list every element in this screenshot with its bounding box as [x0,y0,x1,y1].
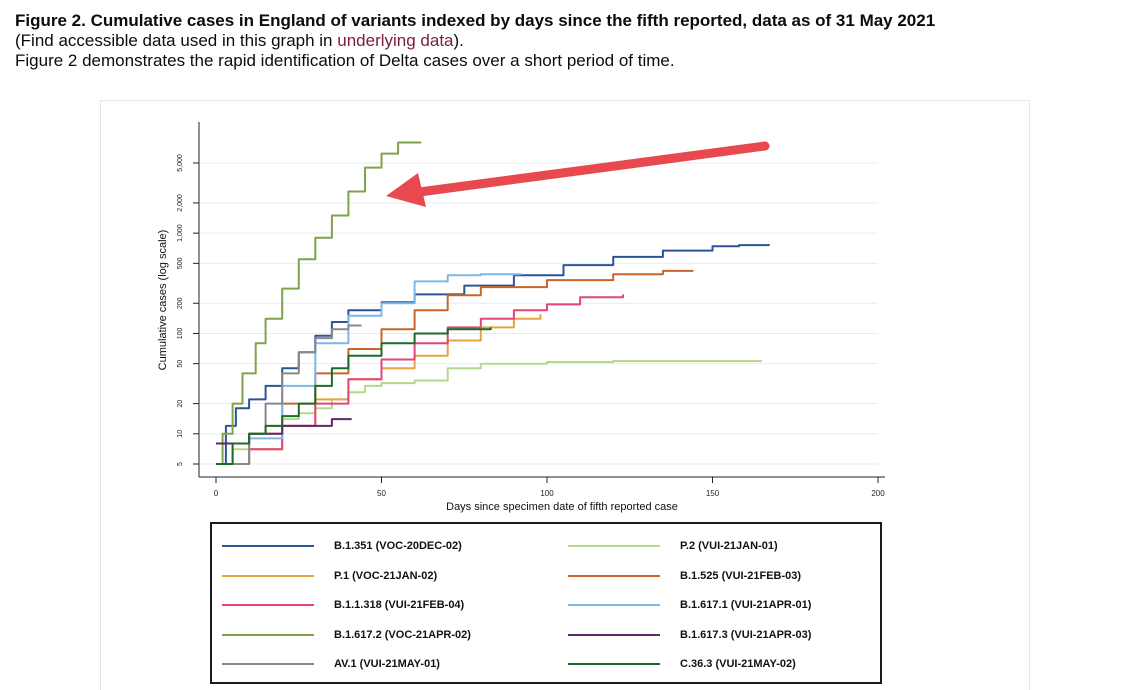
accessible-data-prefix: (Find accessible data used in this graph… [15,31,338,50]
legend-swatch [222,545,314,547]
y-axis-title: Cumulative cases (log scale) [157,230,169,371]
legend-item: P.2 (VUI-21JAN-01) [568,536,778,556]
y-tick-label: 10 [177,430,184,438]
legend-swatch [568,663,660,665]
figure-title: Figure 2. Cumulative cases in England of… [15,11,936,30]
y-tick-label: 2,000 [177,194,184,212]
legend-item: B.1.617.1 (VUI-21APR-01) [568,595,811,615]
legend-swatch [568,545,660,547]
y-tick-label: 50 [177,360,184,368]
accessible-data-note: (Find accessible data used in this graph… [15,31,1115,51]
arrow-head [386,173,426,207]
legend-item: P.1 (VOC-21JAN-02) [222,566,437,586]
underlying-data-link[interactable]: underlying data [337,31,454,50]
x-tick-label: 0 [214,489,219,498]
y-tick-label: 5 [177,462,184,466]
gridlines [200,162,878,465]
legend-item: B.1.617.2 (VOC-21APR-02) [222,625,471,645]
x-tick-label: 50 [377,489,386,498]
legend-label: B.1.617.2 (VOC-21APR-02) [334,628,471,641]
x-axis-title: Days since specimen date of fifth report… [446,501,678,513]
x-tick-label: 150 [706,489,720,498]
accessible-data-suffix: ). [453,31,464,50]
legend-swatch [222,633,314,636]
legend-item: C.36.3 (VUI-21MAY-02) [568,654,796,674]
y-tick-label: 1,000 [177,224,184,242]
chart-legend: B.1.351 (VOC-20DEC-02) P.2 (VUI-21JAN-01)… [210,522,882,684]
series-line [216,327,492,465]
legend-item: B.1.525 (VUI-21FEB-03) [568,566,801,586]
legend-label: B.1.1.318 (VUI-21FEB-04) [334,599,465,611]
legend-swatch [568,604,660,606]
legend-swatch [222,574,314,577]
y-tick-label: 200 [177,297,184,309]
y-tick-label: 500 [177,257,184,269]
series-line [216,141,422,465]
figure-caption: Figure 2. Cumulative cases in England of… [15,10,1115,71]
series-line [216,269,694,465]
legend-label: B.1.617.3 (VUI-21APR-03) [680,628,812,641]
x-tick-label: 200 [871,489,885,498]
legend-swatch [568,633,660,636]
series-line [216,273,522,465]
line-chart: 5 10 20 50 100 200 500 1,000 2,000 5,000 0 50 100 150… [157,122,885,513]
x-tick-label: 100 [540,489,554,498]
figure-frame [100,100,1030,690]
figure-description: Figure 2 demonstrates the rapid identifi… [15,51,675,70]
legend-swatch [222,663,314,665]
legend-item: B.1.1.318 (VUI-21FEB-04) [222,595,464,615]
legend-label: B.1.525 (VUI-21FEB-03) [680,569,802,582]
legend-label: P.2 (VUI-21JAN-01) [680,540,778,552]
legend-item: B.1.351 (VOC-20DEC-02) [222,536,462,556]
axes: 5 10 20 50 100 200 500 1,000 2,000 5,000 0 50 100 150… [157,122,885,513]
legend-label: C.36.3 (VUI-21MAY-02) [680,658,796,670]
legend-swatch [222,604,314,606]
legend-label: B.1.351 (VOC-20DEC-02) [334,540,462,552]
y-tick-label: 100 [177,328,184,340]
series-lines [216,141,770,465]
legend-label: B.1.617.1 (VUI-21APR-01) [680,599,812,611]
annotation [386,141,770,207]
legend-swatch [568,574,660,577]
legend-label: AV.1 (VUI-21MAY-01) [334,658,440,670]
legend-item: AV.1 (VUI-21MAY-01) [222,654,440,674]
legend-item: B.1.617.3 (VUI-21APR-03) [568,625,811,645]
y-tick-label: 5,000 [177,154,184,172]
arrow-shaft [407,141,770,198]
y-tick-label: 20 [177,400,184,408]
legend-label: P.1 (VOC-21JAN-02) [334,569,438,582]
